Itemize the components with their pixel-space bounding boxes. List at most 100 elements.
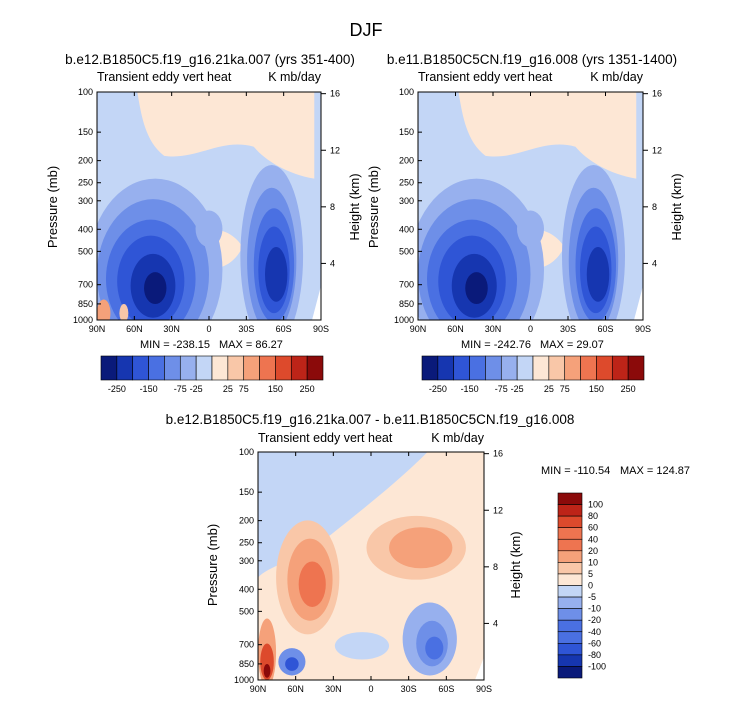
colorbar-box xyxy=(557,550,583,563)
panel-2-contour-plot xyxy=(417,91,644,321)
x-tick-label: 60S xyxy=(276,324,292,334)
nh-negative-level-5 xyxy=(465,272,488,305)
panel-3-min: MIN = -110.54 xyxy=(541,465,610,477)
colorbar-label: 60 xyxy=(588,523,598,533)
x-tick-label: 30S xyxy=(401,684,417,694)
y2-tick-label: 12 xyxy=(652,145,662,155)
colorbar-box xyxy=(306,355,324,381)
figure-title: DJF xyxy=(350,20,383,40)
colorbar-label: -75 xyxy=(495,384,508,394)
panel-3-ylabel: Pressure (mb) xyxy=(205,524,220,606)
colorbar-label: -5 xyxy=(588,592,596,602)
panel-1-axes: 90N 60N 30N 0 30S 60S 90S 100 150 200 250 300 400 500… xyxy=(73,87,340,334)
colorbar-box xyxy=(516,355,534,381)
colorbar-label: -150 xyxy=(461,384,479,394)
y-tick-label: 850 xyxy=(399,299,414,309)
colorbar-box xyxy=(421,355,439,381)
colorbar-box xyxy=(211,355,229,381)
colorbar-box xyxy=(500,355,518,381)
colorbar-box xyxy=(557,619,583,633)
y2-tick-label: 4 xyxy=(652,258,657,268)
x-tick-label: 90S xyxy=(476,684,492,694)
panel-3-left-subtitle: Transient eddy vert heat xyxy=(258,431,393,445)
colorbar-label: 250 xyxy=(621,384,636,394)
panel-2-colorbar: -250 -150 -75 -25 25 75 150 250 xyxy=(421,355,645,394)
y-tick-label: 100 xyxy=(239,447,254,457)
panel-1: b.e12.B1850C5.f19_g16.21ka.007 (yrs 351-… xyxy=(45,52,362,394)
colorbar-box xyxy=(148,355,165,381)
colorbar-box xyxy=(557,643,583,656)
colorbar-box xyxy=(557,538,583,552)
y2-tick-label: 16 xyxy=(330,89,340,99)
diff-negative-1 xyxy=(285,657,299,671)
y-tick-label: 700 xyxy=(239,640,254,650)
colorbar-box xyxy=(259,355,276,381)
panel-1-left-subtitle: Transient eddy vert heat xyxy=(97,70,232,84)
colorbar-label: 150 xyxy=(268,384,283,394)
colorbar-box xyxy=(164,355,181,381)
y-tick-label: 100 xyxy=(78,87,93,97)
y-tick-label: 250 xyxy=(78,178,93,188)
colorbar-box xyxy=(227,355,245,381)
colorbar-label: -150 xyxy=(140,384,158,394)
colorbar-label: -100 xyxy=(588,661,606,671)
x-tick-label: 90N xyxy=(410,324,427,334)
x-tick-label: 90N xyxy=(89,324,106,334)
panel-3-max: MAX = 124.87 xyxy=(620,465,690,477)
colorbar-box xyxy=(557,562,583,575)
panel-1-right-subtitle: K mb/day xyxy=(268,70,322,84)
colorbar-label: 80 xyxy=(588,511,598,521)
y2-tick-label: 16 xyxy=(493,449,503,459)
contour-positive-upper xyxy=(458,92,637,179)
diff-negative-5 xyxy=(334,632,390,660)
y-tick-label: 700 xyxy=(78,280,93,290)
y-tick-label: 400 xyxy=(399,224,414,234)
y-tick-label: 700 xyxy=(399,280,414,290)
colorbar-label: 75 xyxy=(239,384,249,394)
panel-3-y2label: Height (km) xyxy=(508,531,523,598)
x-tick-label: 60N xyxy=(447,324,464,334)
diff-negative-4 xyxy=(425,636,444,660)
diff-positive-7 xyxy=(263,664,271,678)
panel-2-ylabel: Pressure (mb) xyxy=(366,166,381,248)
colorbar-label: 20 xyxy=(588,546,598,556)
y-tick-label: 250 xyxy=(399,178,414,188)
x-tick-label: 0 xyxy=(368,684,373,694)
colorbar-box xyxy=(580,355,597,381)
panel-1-y2label: Height (km) xyxy=(347,173,362,240)
nh-polar-positive xyxy=(97,299,111,320)
colorbar-box xyxy=(557,631,583,644)
y-tick-label: 1000 xyxy=(394,315,414,325)
panel-3-right-subtitle: K mb/day xyxy=(431,431,485,445)
colorbar-box xyxy=(132,355,149,381)
panel-1-min: MIN = -238.15 xyxy=(140,339,210,351)
panel-2: b.e11.B1850C5CN.f19_g16.008 (yrs 1351-14… xyxy=(366,52,684,394)
colorbar-label: 25 xyxy=(223,384,233,394)
colorbar-box xyxy=(532,355,550,381)
nh-negative-level-5 xyxy=(144,272,167,305)
colorbar-box xyxy=(453,355,470,381)
colorbar-box xyxy=(557,527,583,540)
colorbar-box xyxy=(596,355,613,381)
colorbar-box xyxy=(557,654,583,667)
colorbar-box xyxy=(548,355,566,381)
x-tick-label: 90S xyxy=(635,324,651,334)
x-tick-label: 60S xyxy=(597,324,613,334)
y-tick-label: 850 xyxy=(239,659,254,669)
colorbar-box xyxy=(557,585,583,598)
x-tick-label: 30N xyxy=(325,684,342,694)
colorbar-label: 5 xyxy=(588,569,593,579)
panel-3-axes: 90N 60N 30N 0 30S 60S 90S 100 150 200 250 300 400 500… xyxy=(234,447,503,694)
panel-1-ylabel: Pressure (mb) xyxy=(45,166,60,248)
colorbar-box xyxy=(116,355,134,381)
panel-2-max: MAX = 29.07 xyxy=(540,339,604,351)
x-tick-label: 60S xyxy=(438,684,454,694)
x-tick-label: 90N xyxy=(250,684,267,694)
colorbar-box xyxy=(557,608,583,621)
panel-3: b.e12.B1850C5.f19_g16.21ka.007 - b.e11.B… xyxy=(166,412,690,694)
colorbar-box xyxy=(195,355,213,381)
colorbar-label: -75 xyxy=(174,384,187,394)
colorbar-label: -250 xyxy=(108,384,126,394)
